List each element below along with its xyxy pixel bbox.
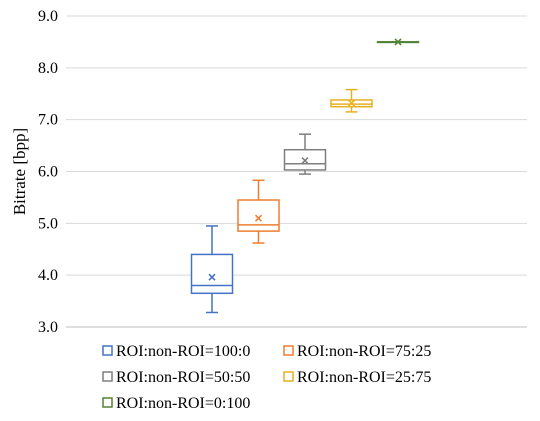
legend-swatch (102, 345, 113, 356)
y-axis-title: Bitrate [bpp] (10, 128, 29, 215)
y-tick-label: 6.0 (38, 164, 58, 181)
legend-label: ROI:non-ROI=0:100 (116, 395, 250, 412)
legend-swatch (283, 345, 294, 356)
box-series (190, 38, 420, 314)
y-tick-label: 3.0 (38, 319, 58, 336)
y-tick-label: 4.0 (38, 267, 58, 284)
legend-item: ROI:non-ROI=100:0 (102, 343, 250, 360)
legend-label: ROI:non-ROI=25:75 (297, 369, 431, 386)
legend-item: ROI:non-ROI=25:75 (283, 369, 431, 386)
legend-swatch (102, 371, 113, 382)
mean-marker (208, 273, 216, 281)
mean-marker (394, 38, 402, 46)
iqr-box (190, 253, 234, 295)
y-tick-label: 9.0 (38, 8, 58, 25)
box-4 (330, 88, 373, 113)
mean-marker (347, 99, 356, 107)
y-axis-ticks: 3.0 4.0 5.0 6.0 7.0 8.0 9.0 (38, 8, 58, 336)
box-3 (283, 133, 327, 175)
legend-label: ROI:non-ROI=50:50 (116, 369, 250, 386)
legend-swatch (283, 371, 294, 382)
iqr-box (237, 199, 280, 232)
box-1 (190, 225, 234, 314)
legend-item: ROI:non-ROI=50:50 (102, 369, 250, 386)
legend-label: ROI:non-ROI=100:0 (116, 343, 250, 360)
box-2 (237, 179, 280, 244)
mean-marker (301, 157, 309, 165)
legend-item: ROI:non-ROI=75:25 (283, 343, 431, 360)
y-tick-label: 5.0 (38, 215, 58, 232)
mean-marker (254, 214, 263, 222)
legend-item: ROI:non-ROI=0:100 (102, 395, 250, 412)
legend: ROI:non-ROI=100:0 ROI:non-ROI=75:25 ROI:no… (102, 343, 431, 412)
box-5 (376, 38, 420, 46)
legend-label: ROI:non-ROI=75:25 (297, 343, 431, 360)
legend-swatch (102, 397, 113, 408)
gridlines (66, 15, 527, 328)
y-tick-label: 8.0 (38, 60, 58, 77)
y-tick-label: 7.0 (38, 112, 58, 129)
